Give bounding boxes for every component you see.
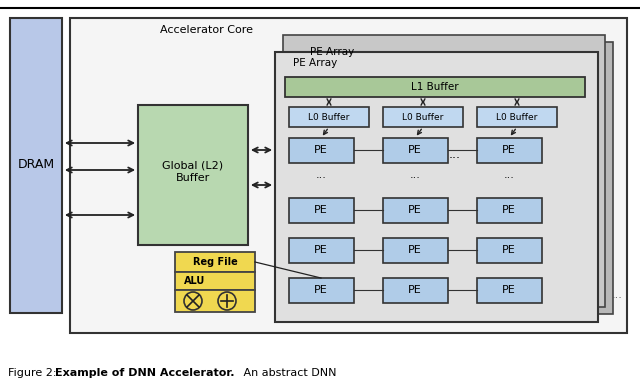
Text: PE: PE bbox=[408, 285, 422, 295]
Text: PE: PE bbox=[314, 245, 328, 255]
Text: Example of DNN Accelerator.: Example of DNN Accelerator. bbox=[55, 368, 234, 378]
Text: ...: ... bbox=[410, 170, 420, 180]
Bar bbox=[477, 138, 542, 163]
Bar bbox=[289, 278, 354, 303]
Bar bbox=[383, 278, 448, 303]
Bar bbox=[289, 107, 369, 127]
Bar bbox=[477, 198, 542, 223]
Bar bbox=[138, 105, 248, 245]
Text: ...: ... bbox=[316, 170, 326, 180]
Bar bbox=[175, 290, 255, 312]
Circle shape bbox=[218, 292, 236, 310]
Text: PE: PE bbox=[314, 205, 328, 215]
Bar bbox=[383, 198, 448, 223]
Bar bbox=[285, 77, 585, 97]
Text: L0 Buffer: L0 Buffer bbox=[308, 113, 349, 122]
Text: PE: PE bbox=[314, 285, 328, 295]
Text: DRAM: DRAM bbox=[17, 159, 54, 171]
Bar bbox=[175, 252, 255, 272]
Bar bbox=[10, 18, 62, 313]
Bar bbox=[383, 107, 463, 127]
Text: PE Array: PE Array bbox=[310, 47, 355, 57]
Text: L0 Buffer: L0 Buffer bbox=[403, 113, 444, 122]
Bar bbox=[477, 238, 542, 263]
Text: PE: PE bbox=[502, 145, 516, 155]
Text: L1 Buffer: L1 Buffer bbox=[411, 82, 459, 92]
Text: ALU: ALU bbox=[184, 276, 205, 286]
Text: PE: PE bbox=[502, 285, 516, 295]
Text: PE: PE bbox=[502, 205, 516, 215]
Text: Buffer: Buffer bbox=[176, 173, 210, 183]
Text: PE: PE bbox=[408, 245, 422, 255]
Text: PE: PE bbox=[314, 145, 328, 155]
Bar bbox=[477, 278, 542, 303]
Bar bbox=[291, 42, 613, 314]
Text: PE: PE bbox=[502, 245, 516, 255]
Bar bbox=[383, 238, 448, 263]
Text: An abstract DNN: An abstract DNN bbox=[240, 368, 337, 378]
Text: PE: PE bbox=[408, 145, 422, 155]
Text: PE: PE bbox=[408, 205, 422, 215]
Text: L0 Buffer: L0 Buffer bbox=[496, 113, 538, 122]
Text: PE Array: PE Array bbox=[293, 58, 337, 68]
Bar bbox=[383, 138, 448, 163]
Text: Reg File: Reg File bbox=[193, 257, 237, 267]
Text: Global (L2): Global (L2) bbox=[163, 160, 223, 170]
Text: Figure 2:: Figure 2: bbox=[8, 368, 60, 378]
Bar bbox=[175, 272, 255, 290]
Text: ...: ... bbox=[612, 290, 623, 300]
Bar bbox=[289, 138, 354, 163]
Bar bbox=[275, 52, 598, 322]
Text: ...: ... bbox=[504, 170, 515, 180]
Bar bbox=[70, 18, 627, 333]
Text: ...: ... bbox=[449, 149, 461, 161]
Circle shape bbox=[184, 292, 202, 310]
Bar bbox=[289, 198, 354, 223]
Bar bbox=[283, 35, 605, 307]
Bar bbox=[289, 238, 354, 263]
Bar bbox=[477, 107, 557, 127]
Text: Accelerator Core: Accelerator Core bbox=[160, 25, 253, 35]
